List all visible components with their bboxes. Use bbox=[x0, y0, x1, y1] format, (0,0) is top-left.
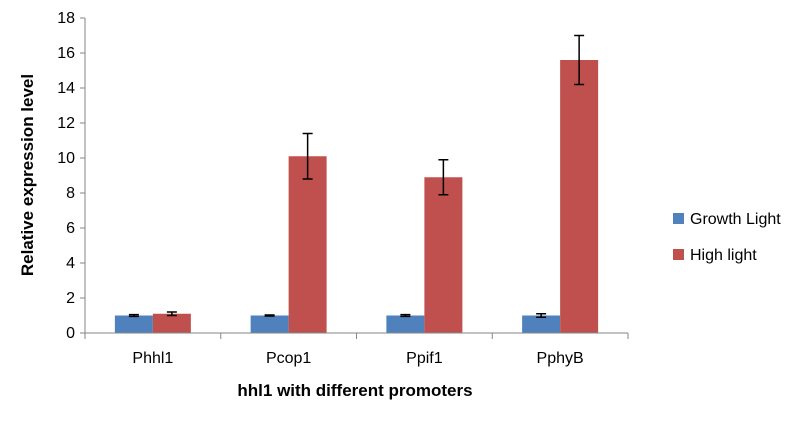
y-tick-label: 12 bbox=[57, 115, 75, 132]
bar-growth-light-phhl1 bbox=[114, 315, 153, 333]
legend-label: Growth Light bbox=[690, 211, 781, 228]
plot-area: 0 2 4 6 8 10 12 14 16 18 Phhl1 Pcop1 Ppif1 PphyB bbox=[57, 10, 629, 367]
error-bar bbox=[536, 313, 547, 318]
error-bar bbox=[574, 34, 585, 86]
legend: Growth Light High light bbox=[673, 211, 781, 264]
error-bar bbox=[400, 313, 411, 318]
bar-growth-light-pphyb bbox=[522, 315, 561, 333]
x-tick-label: Phhl1 bbox=[132, 350, 173, 367]
bar-high-light-pphyb bbox=[560, 60, 599, 333]
legend-item-growth-light: Growth Light bbox=[673, 211, 781, 228]
y-tick-label: 18 bbox=[57, 10, 75, 27]
bar-growth-light-ppif1 bbox=[386, 315, 425, 333]
bar-high-light-phhl1 bbox=[152, 313, 191, 333]
y-tick-label: 14 bbox=[57, 80, 75, 97]
y-tick-label: 2 bbox=[66, 290, 75, 307]
error-bar bbox=[128, 313, 139, 318]
x-tick-label: Ppif1 bbox=[406, 350, 443, 367]
y-tick-label: 6 bbox=[66, 220, 75, 237]
y-tick-label: 4 bbox=[66, 255, 75, 272]
legend-item-high-light: High light bbox=[673, 247, 757, 264]
error-bar bbox=[166, 311, 177, 317]
x-tick-label: Pcop1 bbox=[266, 350, 311, 367]
bar-growth-light-pcop1 bbox=[250, 315, 289, 333]
legend-label: High light bbox=[690, 247, 757, 264]
legend-swatch bbox=[673, 249, 684, 260]
y-tick-label: 16 bbox=[57, 45, 75, 62]
y-tick-label: 0 bbox=[66, 325, 75, 342]
y-tick-label: 10 bbox=[57, 150, 75, 167]
bar-high-light-pcop1 bbox=[288, 156, 327, 333]
y-tick-label: 8 bbox=[66, 185, 75, 202]
error-bar bbox=[264, 314, 275, 317]
x-axis-title: hhl1 with different promoters bbox=[237, 381, 472, 400]
y-axis-title: Relative expression level bbox=[18, 74, 37, 276]
legend-swatch bbox=[673, 213, 684, 224]
error-bar bbox=[438, 159, 449, 196]
error-bar bbox=[302, 132, 313, 180]
bar-high-light-ppif1 bbox=[424, 177, 463, 333]
x-tick-label: PphyB bbox=[537, 350, 584, 367]
